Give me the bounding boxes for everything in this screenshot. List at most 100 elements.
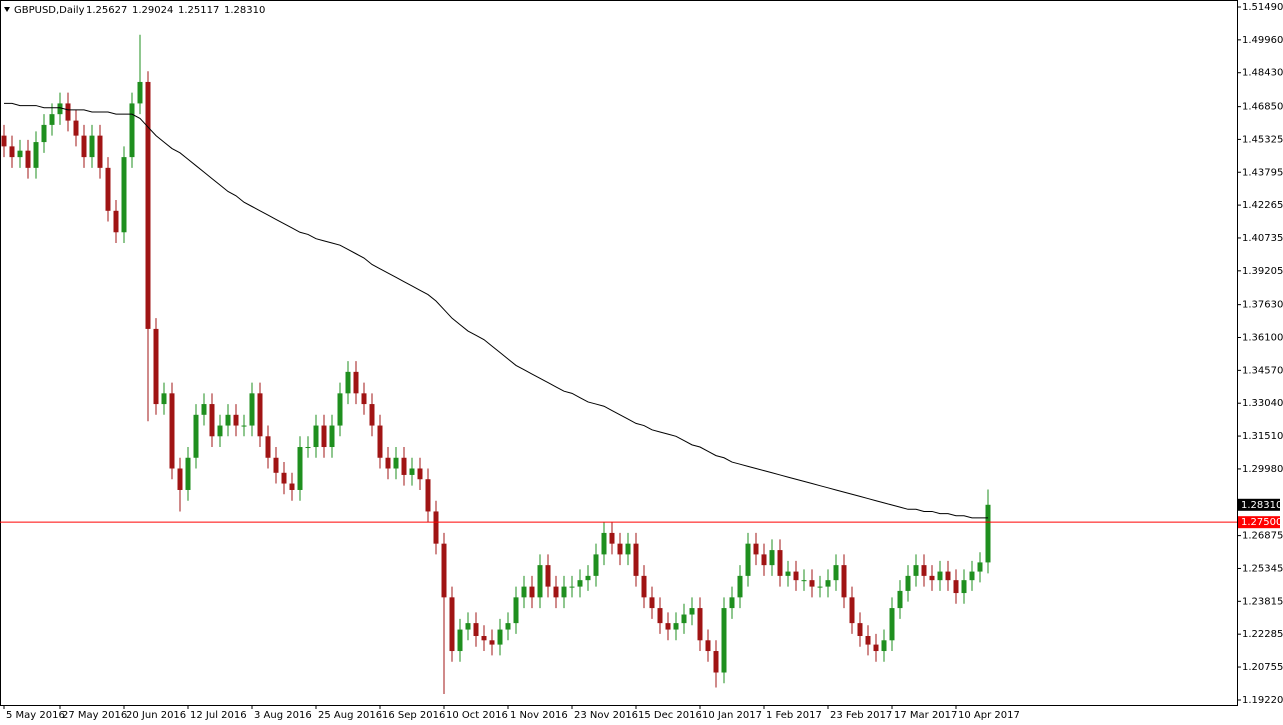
candle-body xyxy=(841,565,847,598)
candle-body xyxy=(233,414,239,426)
candle-body xyxy=(329,425,335,448)
candle-body xyxy=(777,550,783,576)
candle-body xyxy=(601,532,607,555)
candle-body xyxy=(913,565,919,576)
y-tick-label: 1.25345 xyxy=(1242,563,1283,574)
candle-body xyxy=(369,404,375,426)
candle-body xyxy=(529,586,535,598)
candle-body xyxy=(289,483,295,490)
candle-body xyxy=(537,565,543,598)
candle-body xyxy=(465,623,471,630)
candle-body xyxy=(817,586,823,588)
candle-body xyxy=(377,425,383,458)
candle-body xyxy=(81,135,87,158)
candle-body xyxy=(41,124,47,143)
y-tick-label: 1.42265 xyxy=(1242,200,1283,211)
y-tick-label: 1.37630 xyxy=(1242,300,1283,311)
candle-body xyxy=(641,575,647,598)
candle-body xyxy=(297,447,303,490)
x-tick-label: 16 Sep 2016 xyxy=(382,710,445,721)
x-tick-label: 23 Nov 2016 xyxy=(574,710,638,721)
x-tick-label: 23 Feb 2017 xyxy=(830,710,892,721)
candle-body xyxy=(569,586,575,588)
candle-body xyxy=(225,414,231,426)
candle-body xyxy=(793,571,799,581)
candle-body xyxy=(497,629,503,645)
candle-body xyxy=(153,328,159,405)
candle-body xyxy=(417,468,423,480)
candle-body xyxy=(305,447,311,449)
candle-body xyxy=(801,580,807,582)
candle-body xyxy=(761,554,767,566)
x-tick-label: 27 May 2016 xyxy=(62,710,127,721)
moving-average xyxy=(4,102,988,519)
header-value: 1.28310 xyxy=(224,5,265,16)
y-tick-label: 1.34570 xyxy=(1242,365,1283,376)
candle-body xyxy=(857,623,863,637)
y-tick-label: 1.40735 xyxy=(1242,233,1283,244)
candle-body xyxy=(121,157,127,233)
candle-body xyxy=(185,457,191,490)
x-tick-label: 20 Jun 2016 xyxy=(126,710,186,721)
candle-body xyxy=(193,414,199,458)
candle-body xyxy=(353,371,359,394)
candle-body xyxy=(753,543,759,555)
candle-body xyxy=(489,640,495,645)
candle-body xyxy=(561,586,567,598)
y-tick-label: 1.45325 xyxy=(1242,134,1283,145)
y-tick-label: 1.31510 xyxy=(1242,431,1283,442)
y-tick-label: 1.43795 xyxy=(1242,167,1283,178)
y-tick-label: 1.39205 xyxy=(1242,266,1283,277)
candle-body xyxy=(177,468,183,490)
candle-body xyxy=(985,504,991,563)
y-tick-label: 1.46850 xyxy=(1242,102,1283,113)
candle-body xyxy=(217,425,223,437)
candle-body xyxy=(889,608,895,641)
candle-body xyxy=(929,575,935,581)
x-tick-label: 5 May 2016 xyxy=(6,710,65,721)
candle-body xyxy=(137,81,143,104)
candle-body xyxy=(201,404,207,415)
candle-body xyxy=(33,142,39,168)
y-tick-label: 1.26875 xyxy=(1242,531,1283,542)
candle-body xyxy=(737,575,743,598)
y-tick-label: 1.23815 xyxy=(1242,596,1283,607)
candle-body xyxy=(161,393,167,405)
candle-body xyxy=(393,457,399,469)
candle-body xyxy=(25,150,31,168)
candle-body xyxy=(897,590,903,609)
candle-body xyxy=(337,393,343,426)
candle-body xyxy=(385,457,391,469)
x-tick-label: 17 Mar 2017 xyxy=(894,710,957,721)
y-tick-label: 1.48430 xyxy=(1242,68,1283,79)
y-tick-label: 1.29980 xyxy=(1242,464,1283,475)
candle-body xyxy=(665,623,671,630)
candle-body xyxy=(705,640,711,652)
candle-body xyxy=(105,167,111,211)
candle-body xyxy=(481,636,487,641)
candle-body xyxy=(17,150,23,158)
candle-body xyxy=(281,472,287,484)
candle-body xyxy=(809,580,815,587)
y-tick-label: 1.33040 xyxy=(1242,398,1283,409)
candle-body xyxy=(553,586,559,598)
candle-body xyxy=(593,554,599,576)
candle-body xyxy=(361,393,367,405)
candle-body xyxy=(265,436,271,458)
current-price-label: 1.28310 xyxy=(1241,500,1282,511)
candle-body xyxy=(457,629,463,652)
candle-body xyxy=(833,565,839,581)
candle-body xyxy=(921,565,927,576)
candle-body xyxy=(249,393,255,426)
candle-body xyxy=(473,623,479,637)
candle-body xyxy=(953,580,959,594)
plot-frame xyxy=(0,0,1238,706)
candle-body xyxy=(937,571,943,581)
y-tick-label: 1.20755 xyxy=(1242,662,1283,673)
candle-body xyxy=(649,597,655,609)
candle-body xyxy=(657,608,663,624)
candle-body xyxy=(625,543,631,555)
y-tick-label: 1.36100 xyxy=(1242,332,1283,343)
y-tick-label: 1.49960 xyxy=(1242,35,1283,46)
